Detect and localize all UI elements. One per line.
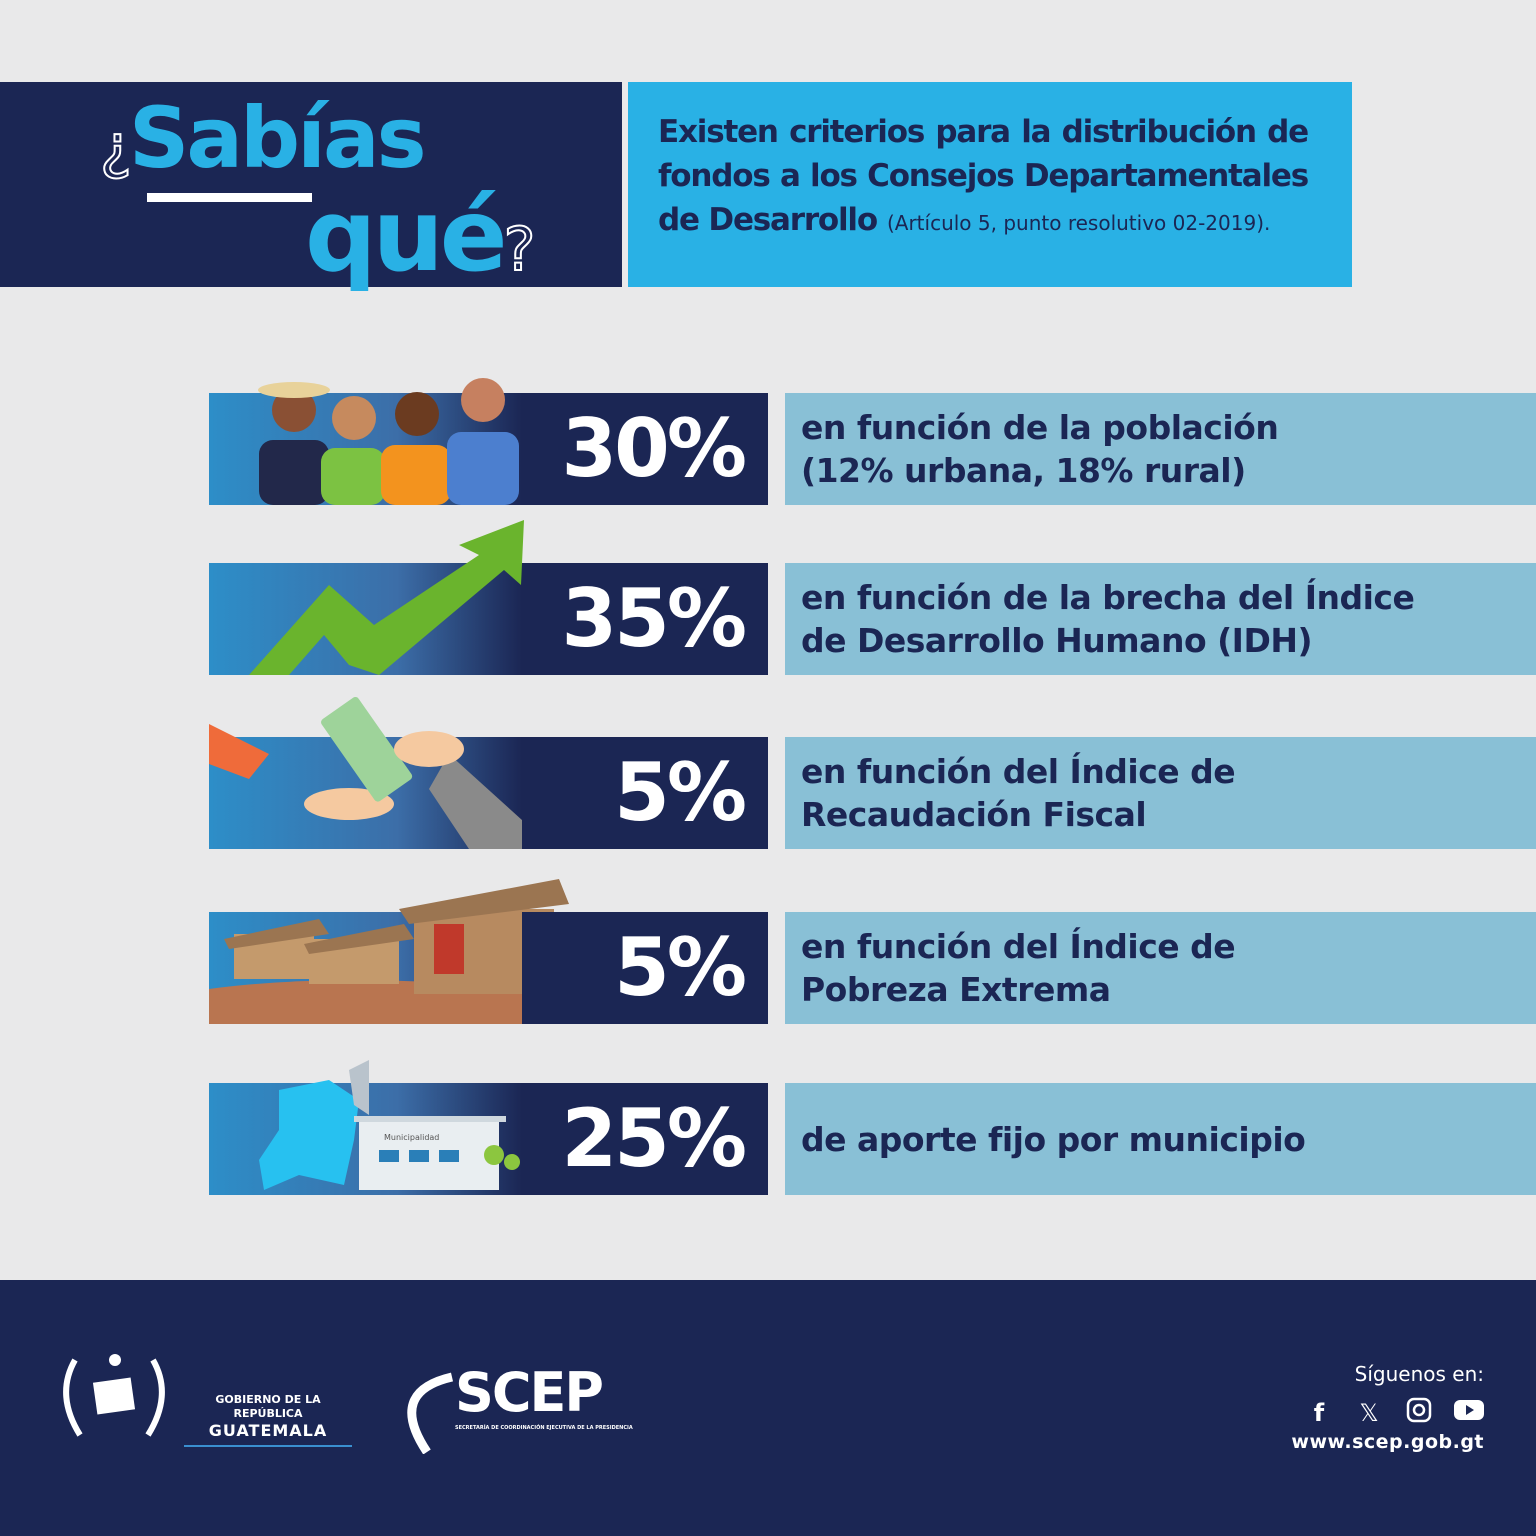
criterion-idh: 35% en función de la brecha del Índice de… bbox=[209, 520, 1536, 675]
criterion-fiscal: 5% en función del Índice de Recaudación F… bbox=[209, 696, 1536, 849]
people-icon bbox=[209, 378, 522, 505]
scep-subtitle: SECRETARÍA DE COORDINACIÓN EJECUTIVA DE … bbox=[455, 1425, 633, 1431]
criterion-poverty: 5% en función del Índice de Pobreza Extre… bbox=[209, 879, 1536, 1024]
percent-value: 35% bbox=[522, 563, 768, 675]
scep-emblem-logo bbox=[407, 1372, 454, 1454]
percent-value: 5% bbox=[522, 737, 768, 849]
money-handover-icon bbox=[209, 696, 554, 849]
criterion-description: de aporte fijo por municipio bbox=[785, 1083, 1536, 1195]
guatemala-coat-of-arms-logo bbox=[63, 1354, 165, 1437]
header-title-panel bbox=[0, 82, 622, 287]
percent-value: 5% bbox=[522, 912, 768, 1024]
criterion-description: en función de la población (12% urbana, 1… bbox=[785, 393, 1536, 505]
percent-value: 30% bbox=[522, 393, 768, 505]
title-que: qué? bbox=[305, 177, 536, 294]
intro-text: Existen criterios para la distribución d… bbox=[658, 114, 1309, 238]
growth-arrow-icon bbox=[209, 520, 524, 675]
scep-logo-text: SCEP bbox=[455, 1361, 604, 1424]
follow-us-label: Síguenos en: bbox=[1354, 1362, 1484, 1386]
youtube-icon[interactable] bbox=[1454, 1398, 1484, 1428]
facebook-icon[interactable]: f bbox=[1313, 1399, 1325, 1427]
criterion-fixed: Municipalidad 25% de aporte fijo por mun… bbox=[209, 1060, 1536, 1195]
title-underline bbox=[147, 193, 312, 202]
title-sabias: ¿Sabías bbox=[99, 89, 427, 187]
footer bbox=[0, 1280, 1536, 1536]
criterion-population: 30% en función de la población (12% urban… bbox=[209, 378, 1536, 505]
poor-houses-icon bbox=[209, 879, 574, 1024]
criterion-description: en función del Índice de Pobreza Extrema bbox=[785, 912, 1536, 1024]
municipality-icon: Municipalidad bbox=[209, 1060, 522, 1195]
instagram-icon[interactable] bbox=[1404, 1397, 1434, 1430]
header-intro-panel: Existen criterios para la distribución d… bbox=[628, 82, 1352, 287]
citation: (Artículo 5, punto resolutivo 02-2019). bbox=[886, 211, 1271, 235]
criterion-description: en función del Índice de Recaudación Fisc… bbox=[785, 737, 1536, 849]
website-link[interactable]: www.scep.gob.gt bbox=[1291, 1431, 1484, 1453]
x-icon[interactable]: 𝕏 bbox=[1359, 1399, 1379, 1427]
social-icons: f 𝕏 bbox=[1304, 1397, 1484, 1430]
percent-value: 25% bbox=[522, 1083, 768, 1195]
building-label: Municipalidad bbox=[384, 1133, 439, 1142]
gobierno-logo-text: GOBIERNO DE LA REPÚBLICA GUATEMALA bbox=[184, 1393, 352, 1447]
criterion-description: en función de la brecha del Índice de Des… bbox=[785, 563, 1536, 675]
